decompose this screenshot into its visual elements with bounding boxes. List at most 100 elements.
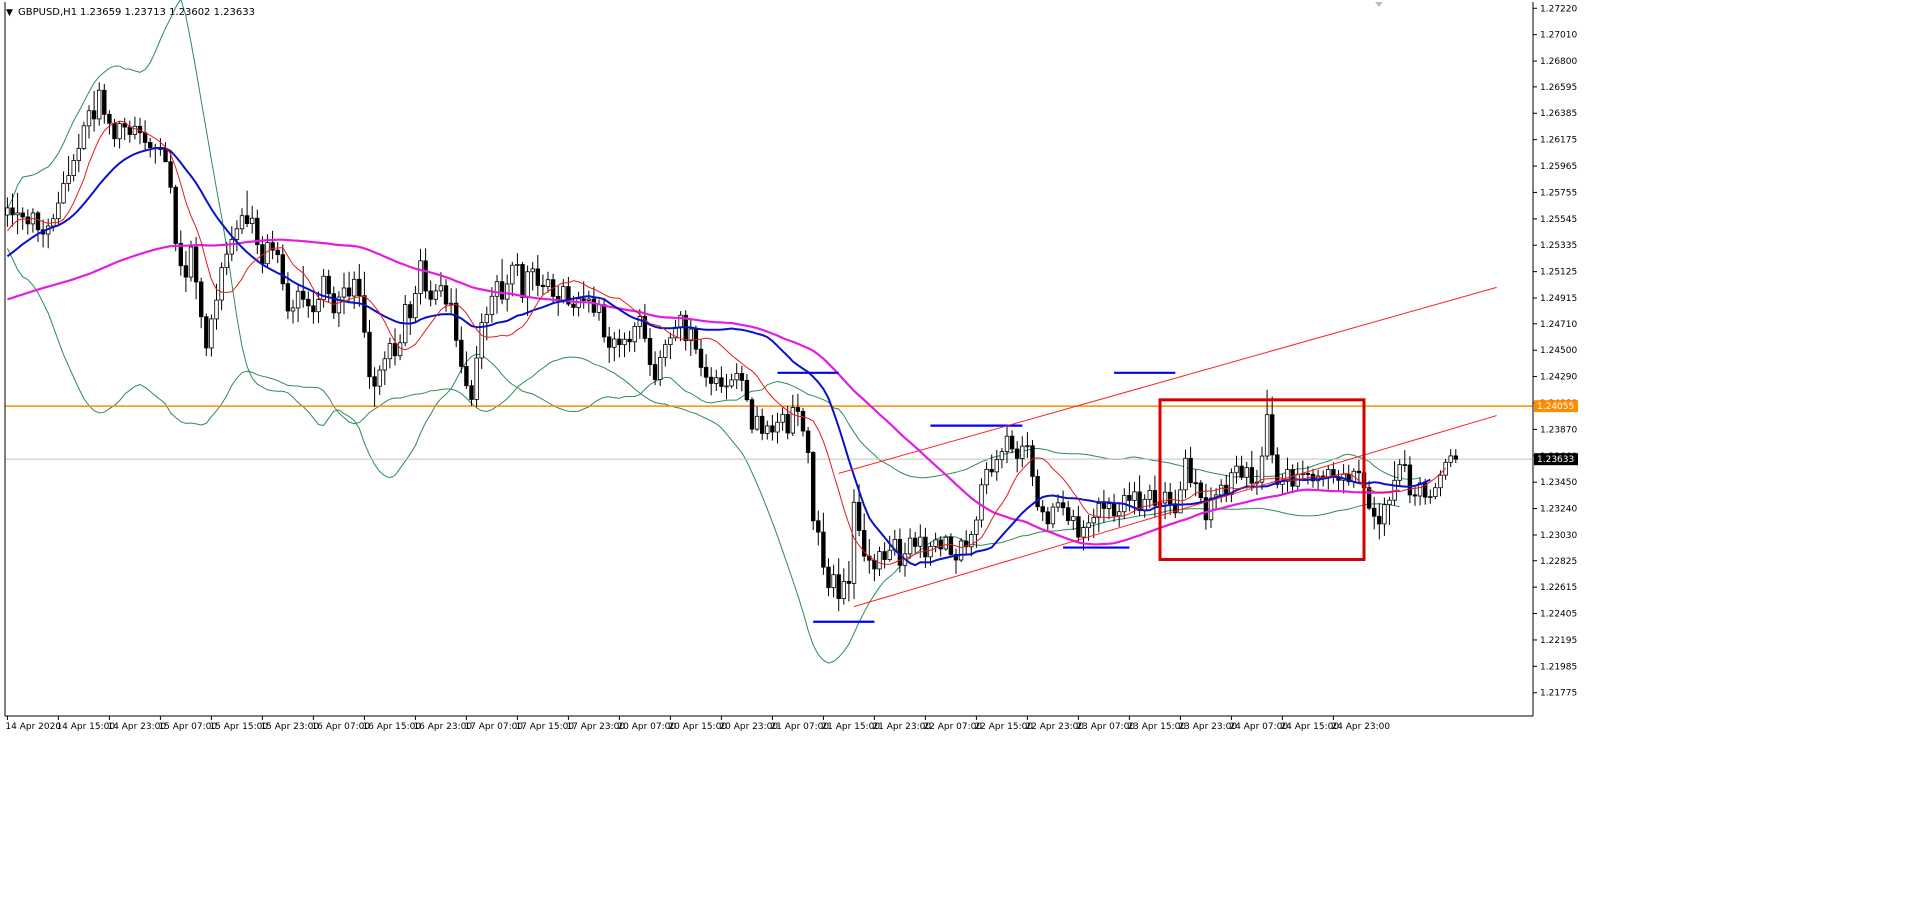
candle-body-bear (270, 242, 275, 251)
time-tick-label: 14 Apr 15:00 (56, 722, 115, 732)
candle-body-bull (525, 271, 530, 298)
candle (479, 313, 484, 369)
level-price-label-bg (1534, 400, 1578, 413)
candle (831, 564, 836, 598)
candle-body-bull (97, 89, 102, 120)
candle (887, 535, 892, 562)
candle-body-bull (734, 373, 739, 381)
candle (1448, 449, 1453, 467)
candle (765, 420, 770, 440)
candle-body-bear (1224, 484, 1229, 496)
candle (1234, 455, 1239, 484)
candle (668, 332, 673, 360)
candle-body-bear (856, 501, 862, 531)
candle (61, 171, 66, 204)
candle-body-bear (1198, 482, 1203, 499)
candle-body-bull (321, 275, 326, 300)
candle (1244, 461, 1249, 489)
candle (703, 354, 709, 387)
candle-body-bear (948, 536, 954, 555)
candle-body-bear (244, 215, 250, 225)
candle (984, 462, 989, 495)
candle (658, 350, 663, 387)
candle-body-bull (351, 278, 357, 297)
candle-body-bull (397, 342, 403, 357)
price-tick-label: 1.26595 (1540, 83, 1577, 93)
candle-body-bear (795, 407, 801, 412)
candle (91, 90, 97, 132)
candle-body-bear (204, 316, 209, 349)
time-tick-label: 23 Apr 15:00 (1127, 722, 1186, 732)
candle (147, 137, 153, 158)
candle (367, 319, 372, 389)
candle (10, 193, 15, 227)
candle (86, 105, 92, 139)
chart-menu-icon[interactable]: ▼ (6, 8, 13, 18)
time-tick-label: 22 Apr 23:00 (1025, 722, 1084, 732)
candle (1275, 447, 1280, 489)
candle-body-bull (61, 183, 66, 204)
candle (1106, 497, 1112, 520)
candle-body-bull (994, 459, 999, 473)
chart-shift-icon[interactable] (1375, 2, 1383, 7)
candle (627, 330, 632, 352)
drawing-objects[interactable] (777, 286, 1497, 623)
candle-body-bear (112, 122, 117, 140)
time-tick-label: 21 Apr 23:00 (872, 722, 931, 732)
candle-body-bear (744, 379, 750, 401)
ma-mid-line (6, 146, 1431, 567)
chart-header: ▼ GBPUSD,H1 1.23659 1.23713 1.23602 1.23… (6, 7, 255, 18)
time-tick-label: 16 Apr 15:00 (362, 722, 421, 732)
bid-price-label: 1.23633 (1537, 455, 1574, 465)
candle (188, 240, 194, 282)
candle-body-bear (698, 348, 704, 368)
candle-body-bull (56, 202, 61, 220)
highlight-box[interactable] (1158, 398, 1366, 561)
candle-body-bull (494, 281, 500, 297)
candle-body-bull (1106, 503, 1112, 509)
candle (780, 407, 785, 431)
candle (846, 561, 852, 602)
candle (581, 281, 586, 309)
channel-line[interactable] (853, 415, 1497, 608)
level-price-label: 1.24055 (1537, 402, 1574, 412)
candle (1004, 425, 1010, 464)
candle (357, 263, 362, 307)
candle (1453, 449, 1458, 464)
candle (76, 133, 81, 173)
candle (489, 287, 495, 323)
price-tick-label: 1.27220 (1540, 4, 1577, 14)
candle-body-bull (765, 425, 770, 434)
candle (907, 528, 913, 559)
time-tick-label: 20 Apr 23:00 (719, 722, 778, 732)
candle-body-bull (918, 536, 923, 547)
candle-body-bear (198, 281, 204, 318)
candle-body-bull (295, 290, 301, 309)
price-tick-label: 1.25125 (1540, 268, 1577, 278)
candle (1096, 497, 1101, 533)
candle (1402, 450, 1407, 473)
candle (35, 210, 41, 242)
price-tick-label: 1.27010 (1540, 31, 1577, 41)
candle-body-bear (836, 574, 841, 599)
candle-body-bear (1076, 516, 1081, 538)
candle (1366, 480, 1372, 511)
channel-line[interactable] (838, 286, 1497, 474)
candle-body-bear (183, 265, 189, 278)
candle (1060, 490, 1066, 516)
candle (453, 288, 459, 348)
candle-body-bull (714, 377, 719, 384)
candle-body-bear (760, 415, 765, 434)
candle-body-bear (535, 268, 540, 286)
candle (607, 326, 612, 364)
candle-body-bear (826, 566, 831, 589)
time-tick-label: 22 Apr 15:00 (974, 722, 1033, 732)
candle (795, 393, 801, 427)
candle (464, 351, 469, 389)
candle-body-bull (132, 125, 138, 135)
candle (214, 283, 219, 330)
candle (423, 248, 428, 299)
candle-body-bull (239, 215, 245, 230)
